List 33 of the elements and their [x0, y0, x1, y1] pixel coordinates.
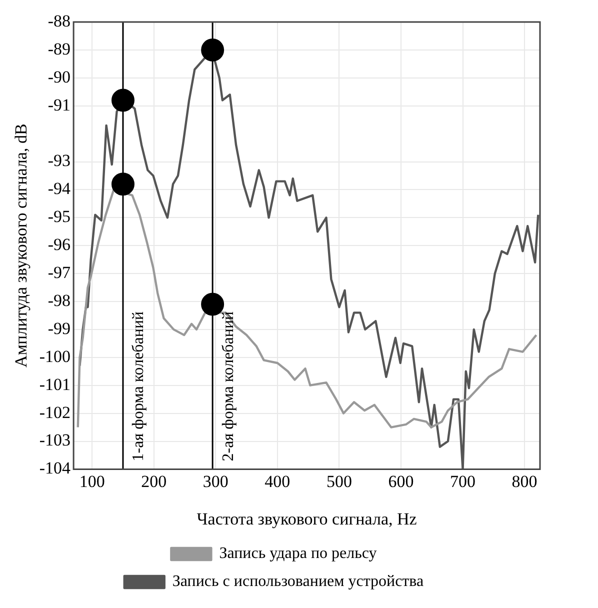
x-tick-label: 200	[141, 472, 167, 491]
legend-label: Запись удара по рельсу	[219, 545, 377, 562]
x-tick-label: 100	[79, 472, 105, 491]
y-tick-label: -88	[48, 11, 71, 30]
y-tick-label: -102	[39, 402, 71, 422]
x-tick-label: 400	[264, 472, 290, 491]
y-tick-label: -97	[48, 263, 72, 282]
y-tick-label: -93	[48, 151, 71, 170]
y-tick-label: -99	[48, 318, 71, 338]
x-tick-label: 300	[202, 472, 228, 491]
point	[111, 88, 134, 112]
x-tick-label: 500	[326, 472, 352, 491]
x-axis-title: Частота звукового сигнала, Hz	[196, 509, 418, 528]
y-axis-title: Амплитуда звукового сигнала, dB	[12, 124, 31, 368]
x-tick-label: 700	[450, 472, 476, 491]
y-tick-label: -89	[48, 39, 71, 58]
ref-line-label: 1-ая форма колебаний	[130, 310, 148, 462]
ref-line-label: 2-ая форма колебаний	[220, 310, 237, 462]
x-tick-label: 800	[512, 472, 538, 491]
x-tick-label: 600	[388, 472, 414, 491]
legend-label: Запись с использованием устройства	[172, 573, 424, 590]
y-tick-label: -90	[48, 67, 71, 86]
y-tick-label: -101	[39, 374, 71, 394]
y-tick-label: -94	[48, 179, 72, 198]
y-tick-label: -91	[48, 95, 71, 114]
point	[111, 172, 134, 196]
y-tick-label: -96	[48, 235, 71, 254]
point	[201, 38, 224, 62]
y-tick-label: -98	[48, 290, 71, 310]
y-tick-label: -95	[48, 207, 71, 226]
y-tick-label: -103	[39, 430, 71, 450]
y-tick-label: -100	[39, 346, 71, 366]
y-tick-label: -104	[39, 458, 72, 478]
